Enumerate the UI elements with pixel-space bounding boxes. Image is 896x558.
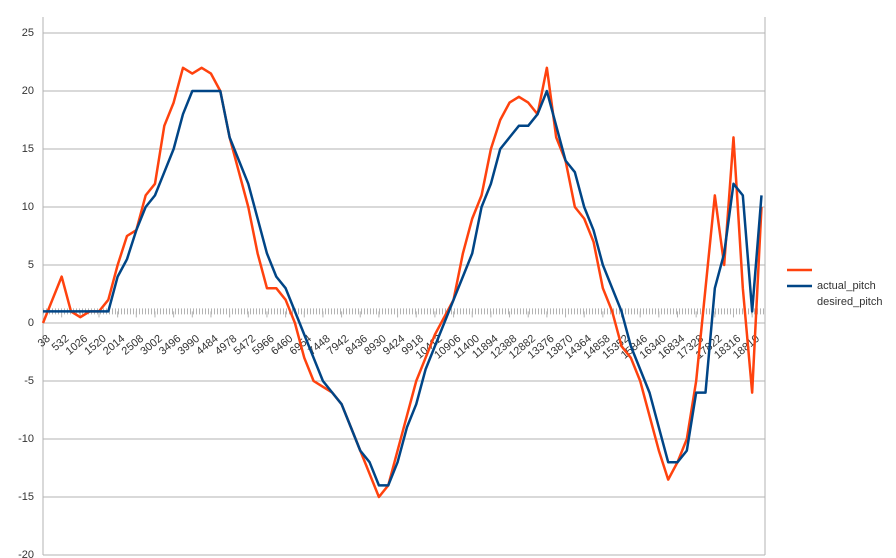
- legend-label: desired_pitch: [817, 296, 882, 308]
- y-tick-label: -20: [18, 549, 34, 558]
- y-tick-label: 0: [28, 317, 34, 329]
- x-tick-label: 38: [36, 333, 53, 350]
- y-tick-label: -5: [24, 375, 34, 387]
- y-tick-label: -15: [18, 491, 34, 503]
- series-line: [43, 89, 763, 487]
- y-tick-label: 25: [22, 27, 34, 39]
- legend-label: actual_pitch: [817, 280, 876, 292]
- y-tick-label: 15: [22, 143, 34, 155]
- y-tick-label: 10: [22, 201, 34, 213]
- y-tick-label: 5: [28, 259, 34, 271]
- series-line: [41, 66, 763, 499]
- y-tick-label: -10: [18, 433, 34, 445]
- y-tick-label: 20: [22, 85, 34, 97]
